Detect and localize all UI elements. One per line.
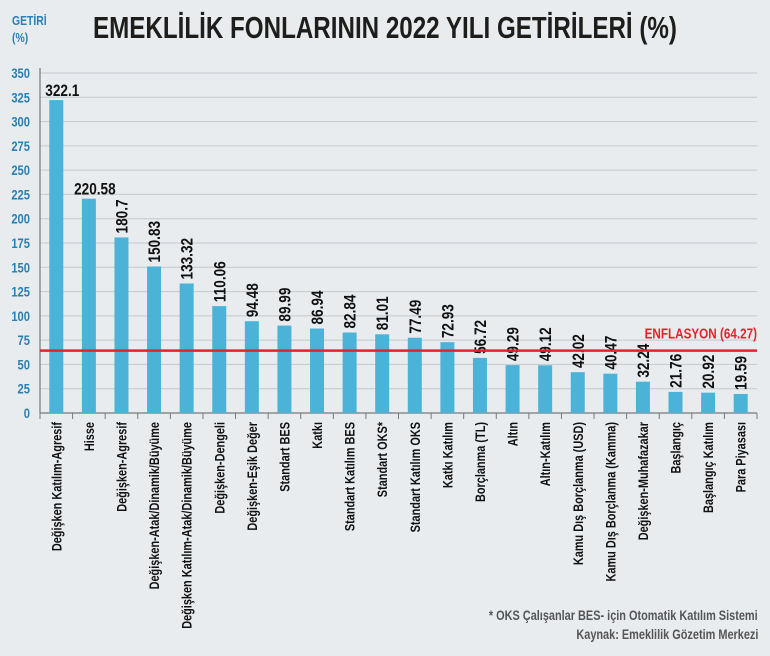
x-tick-label: Kamu Dış Borçlanma (USD) <box>570 422 586 565</box>
bar <box>244 321 259 413</box>
data-label: 81.01 <box>374 296 393 330</box>
footnote: * OKS Çalışanlar BES- için Otomatik Katı… <box>489 607 758 623</box>
bar <box>701 392 716 413</box>
x-tick-label: Para Piyasası <box>733 422 749 492</box>
bar <box>342 332 357 413</box>
y-tick-label: 225 <box>11 187 30 202</box>
y-tick-label: 150 <box>11 260 30 275</box>
x-tick-label: Değişken-Muhafazakar <box>636 422 652 540</box>
data-label: 72.93 <box>439 304 458 338</box>
x-tick-label: Hisse <box>82 422 98 451</box>
data-label: 21.76 <box>667 354 686 388</box>
bar <box>538 365 553 413</box>
y-tick-label: 25 <box>18 382 30 397</box>
data-label: 150.83 <box>146 221 165 263</box>
data-label: 133.32 <box>178 238 197 280</box>
y-tick-label: 325 <box>11 90 30 105</box>
x-tick-label: Değişken-Dengeli <box>212 422 228 514</box>
chart-title: EMEKLİLİK FONLARININ 2022 YILI GETİRİLER… <box>93 10 677 45</box>
x-tick-label: Başlangıç Katılım <box>701 422 717 513</box>
bar <box>603 373 618 413</box>
x-tick-label: Değişken-Agresif <box>114 421 130 511</box>
x-tick-label: Değişken Katılım-Atak/Dinamik/Büyüme <box>179 422 195 629</box>
source-note: Kaynak: Emeklilik Gözetim Merkezi <box>575 626 758 642</box>
data-label: 220.58 <box>74 180 116 199</box>
data-label: 40.47 <box>602 336 621 370</box>
data-label: 86.94 <box>309 290 328 324</box>
data-label: 49.29 <box>504 327 523 361</box>
bar <box>668 391 683 413</box>
x-tick-label: Başlangıç <box>668 422 684 474</box>
inflation-label: ENFLASYON (64.27) <box>645 325 757 342</box>
bar <box>310 328 325 413</box>
x-tick-label: Değişken Katılım-Agresif <box>49 421 65 551</box>
y-tick-label: 75 <box>18 333 30 348</box>
y-tick-label: 350 <box>11 66 30 81</box>
x-tick-label: Kamu Dış Borçlanma (Kamma) <box>603 422 619 582</box>
bar <box>472 357 487 413</box>
data-label: 94.48 <box>243 283 262 317</box>
data-label: 180.7 <box>113 199 132 233</box>
data-label: 49.12 <box>537 327 556 361</box>
bar <box>179 283 194 413</box>
data-label: 322.1 <box>45 82 79 101</box>
data-label: 110.06 <box>211 261 230 302</box>
y-tick-label: 0 <box>24 406 30 421</box>
y-tick-label: 275 <box>11 139 30 154</box>
bar <box>407 337 422 413</box>
data-label: 89.99 <box>276 288 295 322</box>
x-tick-label: Standart Katılım BES <box>342 422 358 531</box>
bar <box>49 100 64 414</box>
y-tick-label: 200 <box>11 212 30 227</box>
bar <box>440 342 455 413</box>
y-tick-label: 100 <box>11 309 30 324</box>
x-tick-label: Standart Katılım OKS <box>408 422 424 532</box>
data-label: 20.92 <box>700 355 719 389</box>
bar <box>375 334 390 413</box>
y-tick-label: 50 <box>18 357 30 372</box>
x-tick-label: Standart OKS* <box>375 422 391 497</box>
bar <box>505 365 520 413</box>
y-tick-label: 250 <box>11 163 30 178</box>
x-tick-label: Borçlanma (TL) <box>473 422 489 502</box>
data-label: 82.84 <box>341 294 360 328</box>
x-tick-label: Değişken-Eşik Değer <box>245 422 261 531</box>
y-axis-label: GETİRİ (%) <box>12 13 47 45</box>
data-label: 32.24 <box>635 343 654 377</box>
x-tick-label: Altın <box>505 422 521 446</box>
bar <box>570 372 585 413</box>
bar <box>277 325 292 413</box>
y-tick-label: 125 <box>11 284 30 299</box>
data-label: 19.59 <box>732 356 751 390</box>
y-tick-label: 175 <box>11 236 30 251</box>
x-tick-label: Değişken-Atak/Dinamik/Büyüme <box>147 422 163 589</box>
bar <box>114 237 129 413</box>
x-tick-label: Standart BES <box>277 422 293 492</box>
data-label: 77.49 <box>406 300 425 334</box>
x-tick-label: Altın-Katılım <box>538 422 554 486</box>
bar <box>635 381 650 413</box>
y-tick-label: 300 <box>11 114 30 129</box>
bar <box>733 393 748 413</box>
data-label: 56.72 <box>472 320 491 354</box>
bar <box>81 198 96 413</box>
bar <box>212 306 227 413</box>
x-tick-label: Katkı <box>310 422 326 449</box>
x-tick-label: Katkı Katılım <box>440 422 456 488</box>
bar <box>147 266 162 413</box>
